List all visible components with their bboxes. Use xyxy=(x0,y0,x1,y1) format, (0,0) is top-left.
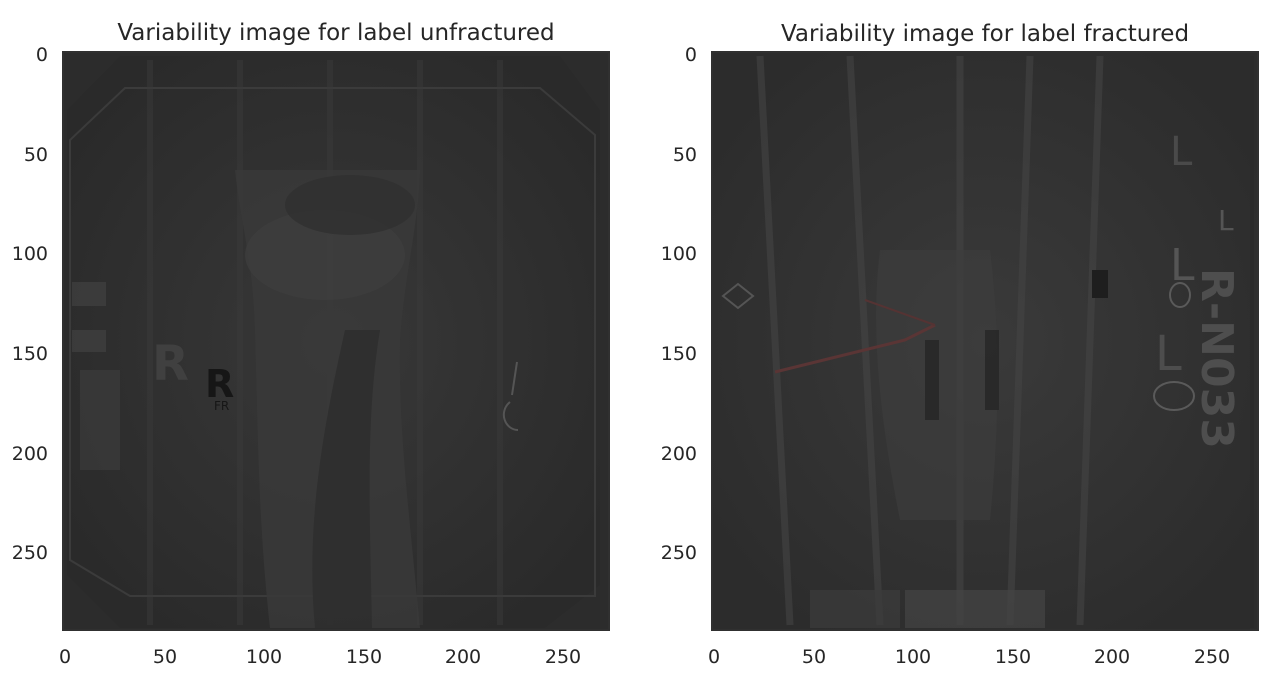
chart-title-unfractured: Variability image for label unfractured xyxy=(117,20,554,46)
image-annotation-r-faint: R xyxy=(152,336,189,392)
x-tick-label: 50 xyxy=(802,646,826,668)
y-tick-label: 150 xyxy=(661,343,697,365)
chart-title-fractured: Variability image for label fractured xyxy=(781,21,1189,47)
heatmap-image-fractured: L L L L R-N033 xyxy=(711,51,1259,631)
image-annotation-fr: FR xyxy=(214,399,229,413)
y-tick-label: 250 xyxy=(12,542,48,564)
y-tick-label: 100 xyxy=(12,243,48,265)
y-tick-label: 200 xyxy=(661,443,697,465)
y-tick-labels-fractured: 0 50 100 150 200 250 xyxy=(661,44,697,564)
chart-panel-fractured: Variability image for label fractured xyxy=(661,21,1259,668)
y-tick-label: 150 xyxy=(12,343,48,365)
y-tick-label: 0 xyxy=(36,44,48,66)
heatmap-image-unfractured: R R FR xyxy=(62,51,610,631)
y-tick-label: 200 xyxy=(12,443,48,465)
y-tick-label: 50 xyxy=(24,144,48,166)
x-tick-label: 50 xyxy=(153,646,177,668)
x-tick-label: 150 xyxy=(346,646,382,668)
y-tick-label: 0 xyxy=(685,44,697,66)
x-tick-labels-fractured: 0 50 100 150 200 250 xyxy=(708,646,1230,668)
image-annotation-l-1: L xyxy=(1170,129,1193,175)
x-tick-label: 0 xyxy=(708,646,720,668)
y-tick-label: 50 xyxy=(673,144,697,166)
y-tick-label: 100 xyxy=(661,243,697,265)
y-tick-label: 250 xyxy=(661,542,697,564)
chart-panel-unfractured: Variability image for label unfractured xyxy=(12,20,610,668)
x-tick-label: 250 xyxy=(545,646,581,668)
x-tick-label: 100 xyxy=(246,646,282,668)
image-annotation-l-4: L xyxy=(1155,326,1182,382)
image-annotation-rn033: R-N033 xyxy=(1191,268,1242,449)
x-tick-label: 100 xyxy=(895,646,931,668)
x-tick-labels-unfractured: 0 50 100 150 200 250 xyxy=(59,646,581,668)
x-tick-label: 0 xyxy=(59,646,71,668)
image-annotation-r-dark: R xyxy=(205,362,234,406)
x-tick-label: 200 xyxy=(445,646,481,668)
x-tick-label: 200 xyxy=(1094,646,1130,668)
x-tick-label: 250 xyxy=(1194,646,1230,668)
y-tick-labels-unfractured: 0 50 100 150 200 250 xyxy=(12,44,48,564)
x-tick-label: 150 xyxy=(995,646,1031,668)
image-annotation-l-2: L xyxy=(1218,204,1234,237)
